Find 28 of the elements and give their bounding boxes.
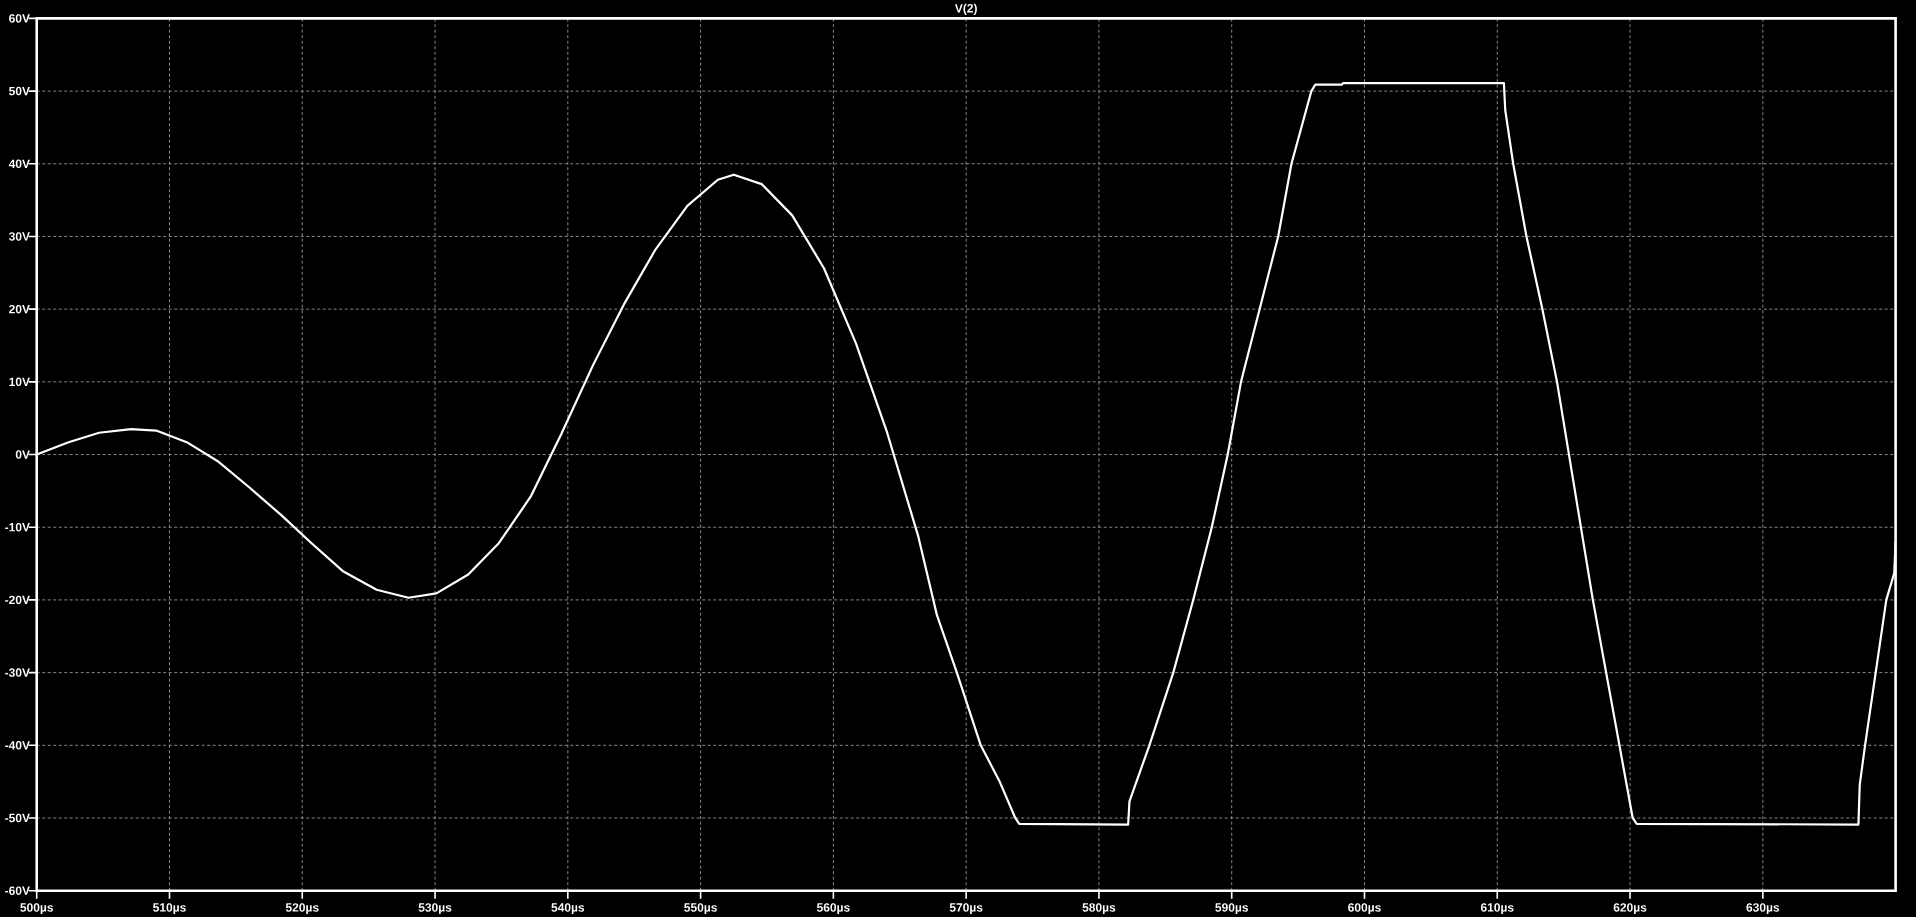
- y-tick-label: 60V: [9, 14, 30, 23]
- x-tick-label: 560µs: [816, 903, 850, 915]
- y-tick-label: 30V: [8, 232, 30, 241]
- y-tick-label: -30V: [5, 668, 30, 677]
- x-tick-label: 520µs: [285, 903, 319, 915]
- x-tick-label: 540µs: [551, 903, 585, 915]
- y-tick-label: -50V: [5, 813, 30, 823]
- x-tick-label: 630µs: [1746, 903, 1780, 915]
- y-tick-label: 20V: [9, 304, 30, 314]
- x-tick-label: 530µs: [418, 903, 452, 915]
- y-tick-label: -20V: [5, 595, 30, 605]
- x-tick-label: 550µs: [684, 903, 717, 915]
- y-tick-label: 10V: [9, 377, 30, 387]
- x-tick-label: 620µs: [1613, 903, 1647, 915]
- chart-title: V(2): [954, 3, 977, 15]
- x-tick-label: 570µs: [949, 903, 983, 915]
- x-tick-label: 580µs: [1082, 903, 1116, 915]
- x-tick-label: 610µs: [1480, 903, 1514, 915]
- y-tick-label: -60V: [5, 886, 30, 895]
- y-tick-label: 0V: [15, 450, 30, 459]
- y-tick-label: -10V: [5, 522, 30, 532]
- x-tick-label: 510µs: [153, 903, 186, 915]
- x-tick-label: 500µs: [20, 903, 54, 915]
- y-tick-label: 50V: [9, 86, 30, 96]
- y-tick-label: -40V: [5, 741, 30, 750]
- y-tick-label: 40V: [8, 159, 30, 169]
- x-tick-label: 600µs: [1348, 903, 1381, 915]
- x-tick-label: 590µs: [1215, 903, 1249, 915]
